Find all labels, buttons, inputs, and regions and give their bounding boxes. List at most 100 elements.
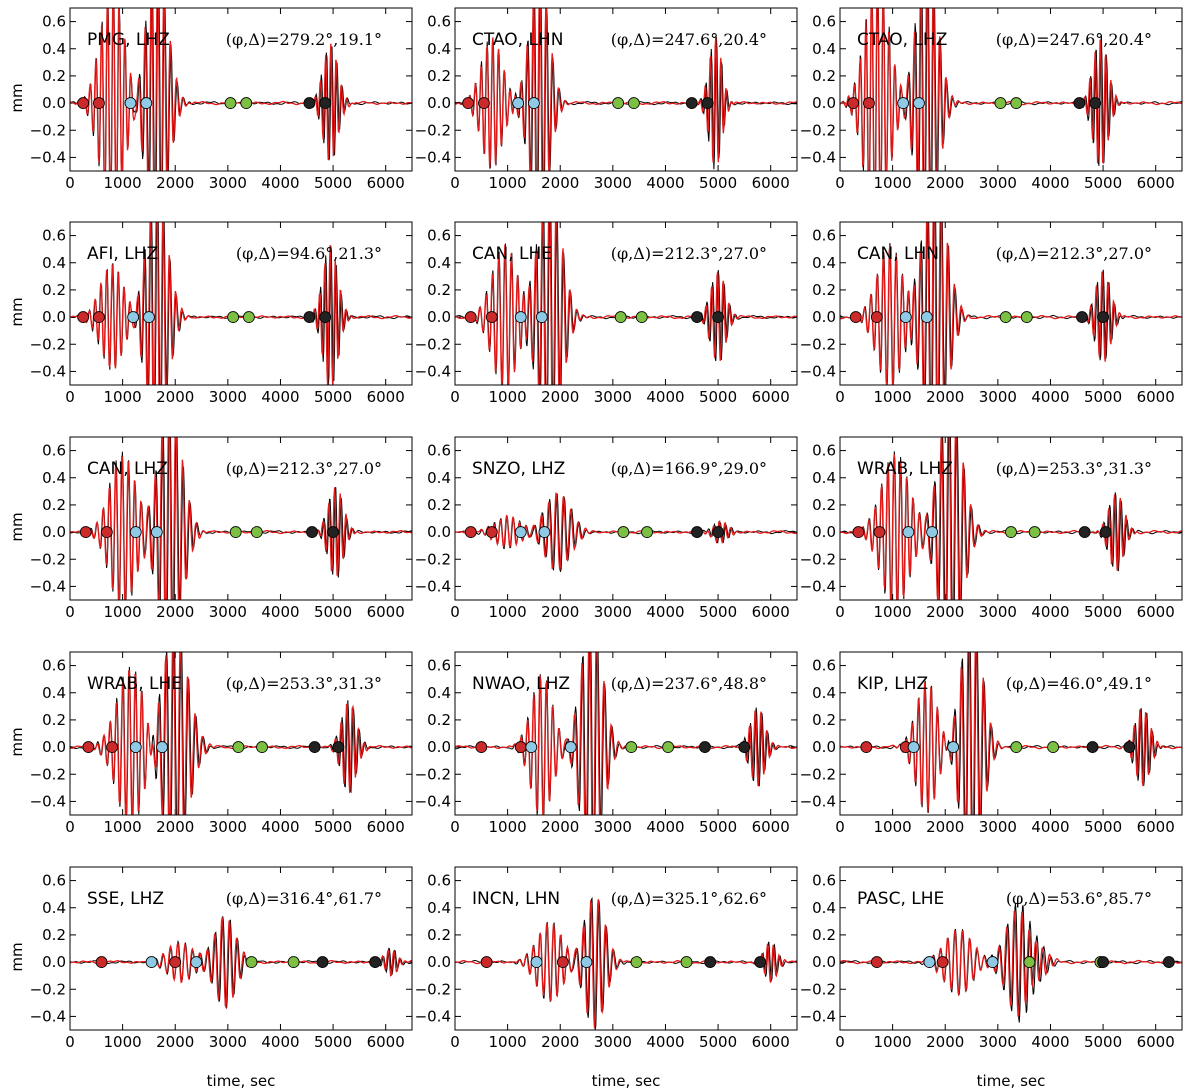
panel-frame — [454, 7, 798, 172]
blue-phase-marker — [926, 526, 938, 538]
azimuth-distance-label: (φ,Δ)=325.1°,62.6° — [611, 889, 767, 908]
x-tick-label: 1000 — [874, 174, 912, 192]
azimuth-distance-label: (φ,Δ)=46.0°,49.1° — [1006, 674, 1152, 693]
black-phase-marker — [1162, 956, 1175, 968]
x-tick-label: 1000 — [489, 1033, 527, 1051]
y-tick-label: 0.6 — [812, 657, 836, 675]
green-phase-marker — [229, 526, 242, 538]
y-tick-label: 0.6 — [812, 227, 836, 245]
blue-phase-marker — [127, 311, 140, 323]
station-label: AFI, LHZ — [87, 244, 158, 264]
x-tick-label: 1000 — [104, 174, 142, 192]
azimuth-distance-label: (φ,Δ)=247.6°,20.4° — [996, 30, 1152, 49]
x-tick-label: 4000 — [646, 174, 684, 192]
green-phase-marker — [662, 741, 674, 753]
y-tick-label: −0.2 — [415, 121, 451, 139]
blue-phase-marker — [129, 741, 142, 753]
y-tick-label: 0.6 — [812, 13, 836, 31]
y-tick-label: 0.2 — [427, 926, 451, 944]
y-tick-label: 0.6 — [812, 442, 836, 460]
azimuth-distance-label: (φ,Δ)=212.3°,27.0° — [996, 244, 1152, 263]
y-tick-label: 0.0 — [427, 523, 451, 541]
y-tick-label: 0.4 — [427, 469, 451, 487]
x-tick-label: 1000 — [874, 603, 912, 621]
blue-phase-marker — [920, 311, 933, 323]
blue-phase-marker — [580, 956, 593, 968]
azimuth-distance-label: (φ,Δ)=212.3°,27.0° — [226, 459, 382, 478]
figure-labels: mm mm mm mm mm time, sec time, sec time, sec — [8, 83, 1045, 1090]
green-phase-marker — [1023, 956, 1036, 968]
red-phase-marker — [464, 311, 477, 323]
observed-trace — [455, 896, 797, 1030]
x-tick-label: 4000 — [1031, 818, 1069, 836]
x-tick-label: 6000 — [1137, 603, 1175, 621]
y-tick-label: 0.0 — [427, 94, 451, 112]
green-phase-marker — [250, 526, 263, 538]
green-phase-marker — [630, 956, 643, 968]
x-tick-label: 0 — [450, 388, 460, 406]
black-phase-marker — [1123, 741, 1136, 753]
blue-phase-marker — [512, 97, 525, 109]
y-tick-label: 0.6 — [42, 442, 66, 460]
y-tick-label: −0.2 — [30, 121, 66, 139]
blue-phase-marker — [902, 526, 915, 538]
y-tick-label: −0.4 — [30, 362, 66, 380]
x-tick-label: 5000 — [1084, 818, 1122, 836]
y-tick-label: 0.0 — [812, 953, 836, 971]
x-tick-label: 2000 — [926, 174, 964, 192]
red-phase-marker — [82, 741, 95, 753]
x-tick-label: 2000 — [926, 1033, 964, 1051]
blue-phase-marker — [145, 956, 158, 968]
green-phase-marker — [617, 526, 630, 538]
station-label: WRAB, LHE — [87, 674, 182, 694]
y-tick-label: 0.2 — [427, 496, 451, 514]
black-phase-marker — [738, 741, 751, 753]
y-tick-label: −0.2 — [30, 335, 66, 353]
y-tick-label: 0.4 — [427, 40, 451, 58]
y-tick-label: 0.6 — [427, 872, 451, 890]
red-phase-marker — [936, 956, 949, 968]
x-tick-label: 0 — [450, 603, 460, 621]
panel-frame — [69, 651, 413, 816]
x-tick-label: 1000 — [874, 818, 912, 836]
black-phase-marker — [369, 956, 382, 968]
y-tick-label: 0.2 — [42, 711, 66, 729]
x-tick-label: 5000 — [699, 603, 737, 621]
station-label: SNZO, LHZ — [472, 459, 565, 479]
blue-phase-marker — [190, 956, 203, 968]
y-tick-label: 0.6 — [42, 657, 66, 675]
y-tick-label: 0.0 — [812, 308, 836, 326]
green-phase-marker — [625, 741, 638, 753]
black-phase-marker — [704, 956, 717, 968]
x-tick-label: 1000 — [489, 388, 527, 406]
black-phase-marker — [712, 311, 724, 323]
x-tick-label: 5000 — [699, 174, 737, 192]
x-tick-label: 3000 — [979, 174, 1017, 192]
panel-4: 0 1000 2000 3000 4000 5000 6000 −0.4 −0.2 0.0 0.2 0… — [415, 221, 798, 406]
x-tick-label: 4000 — [261, 818, 299, 836]
x-tick-label: 2000 — [541, 388, 579, 406]
x-tick-label: 5000 — [1084, 388, 1122, 406]
station-label: NWAO, LHZ — [472, 674, 570, 694]
y-tick-label: 0.0 — [812, 94, 836, 112]
y-tick-label: −0.2 — [415, 980, 451, 998]
panel-9: 0 1000 2000 3000 4000 5000 6000 −0.4 −0.2 0.0 0.2 0… — [30, 651, 413, 836]
y-tick-label: 0.6 — [427, 227, 451, 245]
azimuth-distance-label: (φ,Δ)=94.6°,21.3° — [236, 244, 382, 263]
x-tick-label: 4000 — [1031, 388, 1069, 406]
y-tick-label: −0.2 — [30, 980, 66, 998]
black-phase-marker — [1097, 956, 1109, 968]
station-label: SSE, LHZ — [87, 889, 164, 909]
panel-8: 0 1000 2000 3000 4000 5000 6000 −0.4 −0.2 0.0 0.2 0… — [800, 436, 1183, 621]
x-axis-label: time, sec — [977, 1072, 1046, 1090]
x-tick-label: 0 — [65, 818, 75, 836]
black-phase-marker — [754, 956, 767, 968]
red-phase-marker — [77, 311, 90, 323]
x-tick-label: 0 — [65, 174, 75, 192]
waveforms — [455, 8, 797, 171]
panel-frame — [69, 866, 413, 1031]
azimuth-distance-label: (φ,Δ)=279.2°,19.1° — [226, 30, 382, 49]
y-tick-label: −0.2 — [800, 335, 836, 353]
y-tick-label: 0.4 — [42, 40, 66, 58]
red-phase-marker — [863, 97, 875, 109]
